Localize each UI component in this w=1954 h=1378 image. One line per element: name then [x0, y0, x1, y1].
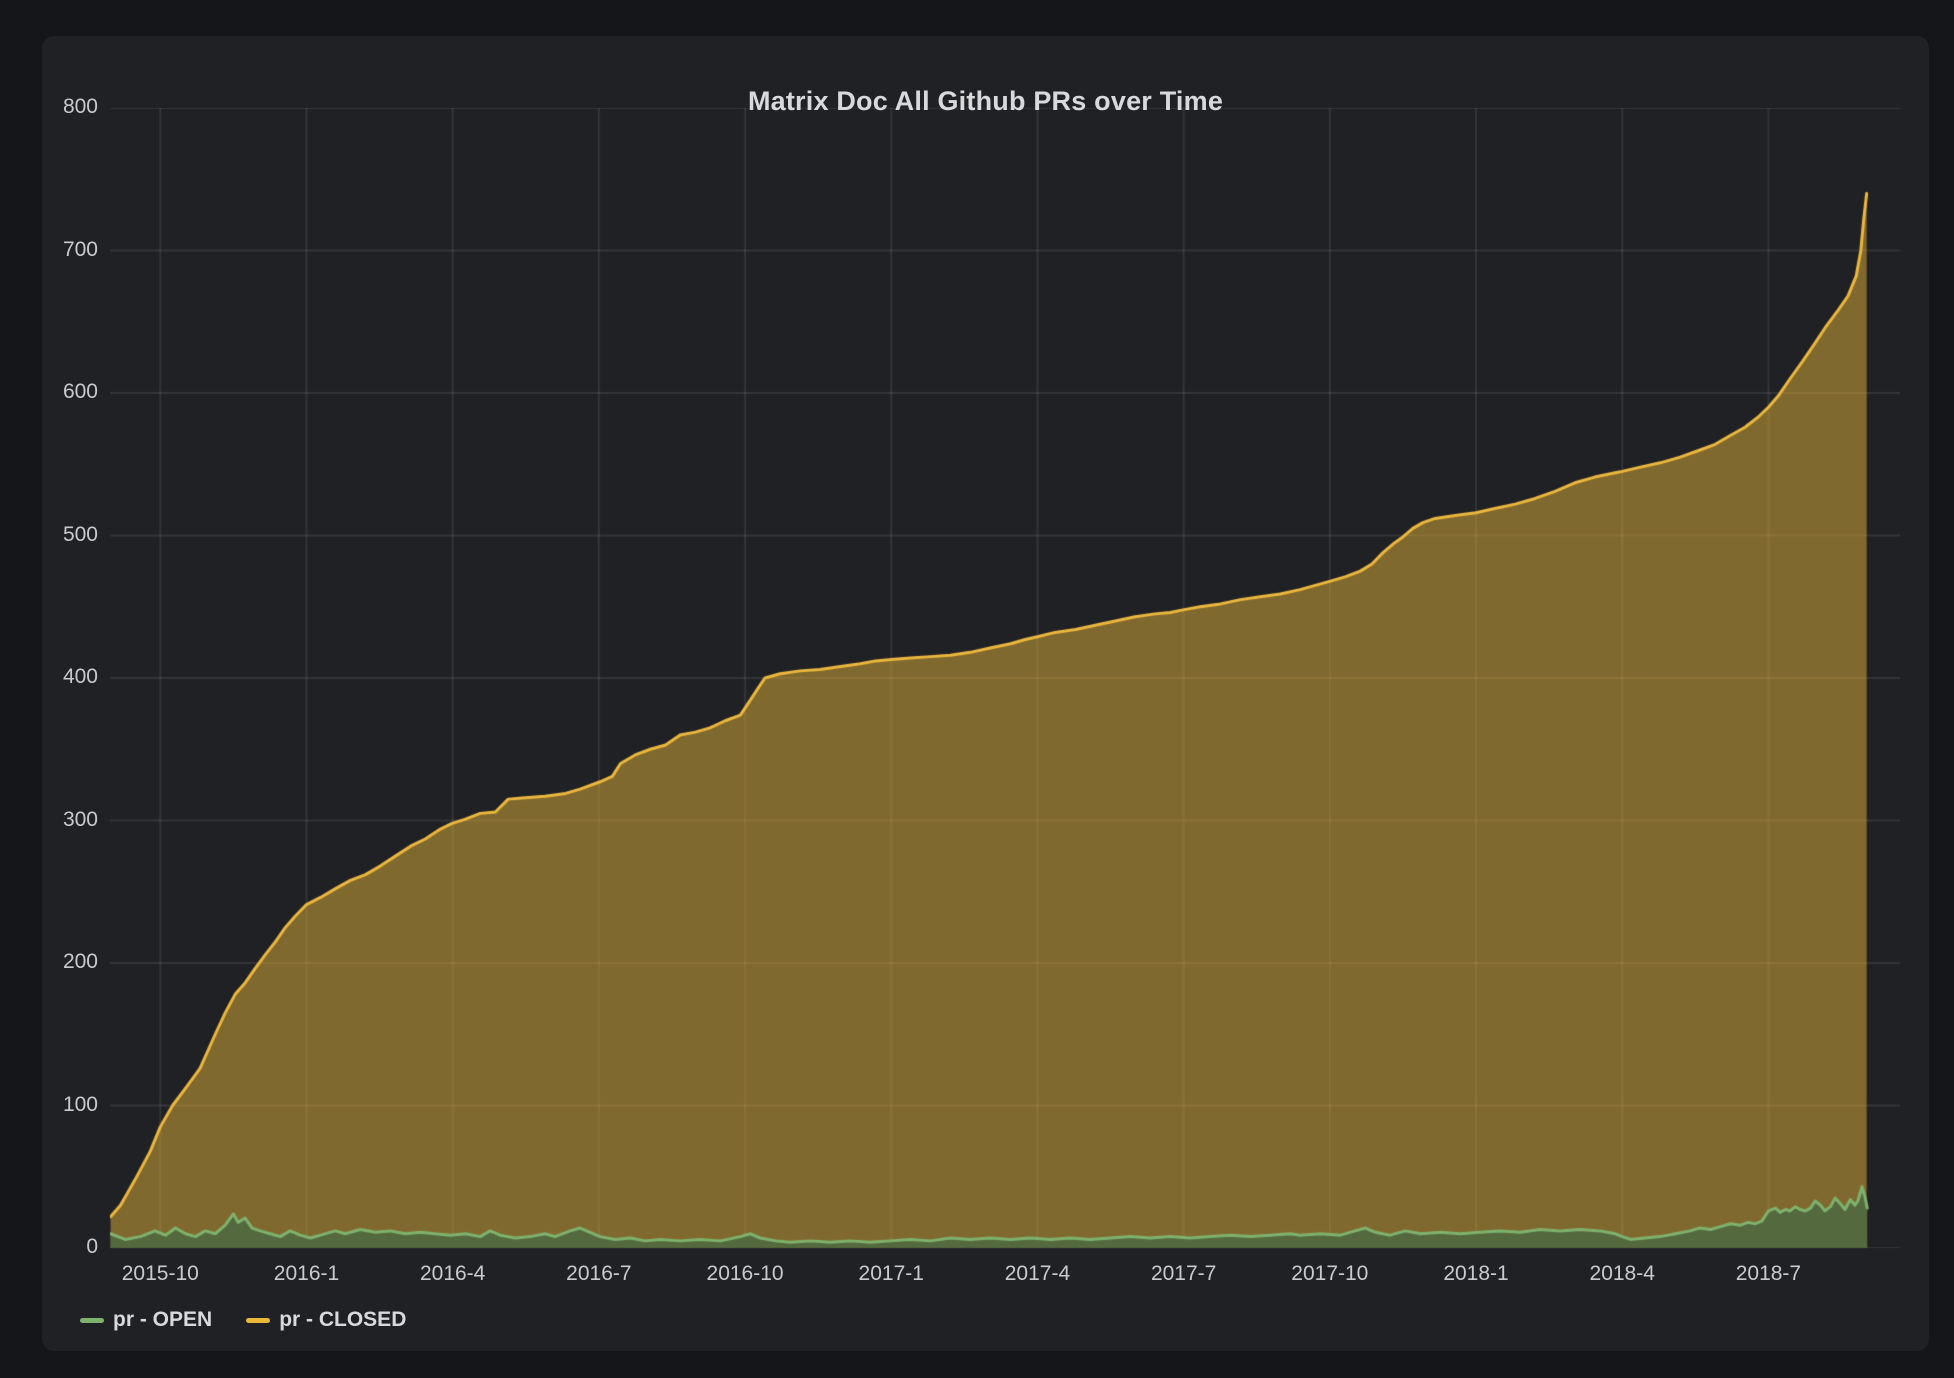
x-axis-tick-label: 2018-4 — [1589, 1262, 1655, 1285]
x-axis-tick-label: 2016-10 — [706, 1262, 784, 1285]
x-axis-tick-label: 2018-1 — [1443, 1262, 1509, 1285]
y-axis-tick-label: 200 — [62, 950, 98, 973]
legend-series-label: pr - OPEN — [113, 1308, 213, 1331]
y-axis-tick-label: 0 — [86, 1235, 98, 1258]
y-axis-tick-label: 800 — [62, 95, 98, 118]
y-axis-tick-label: 700 — [62, 237, 98, 261]
x-axis-tick-label: 2018-7 — [1735, 1262, 1802, 1285]
x-axis-tick-label: 2016-1 — [273, 1262, 340, 1285]
x-axis-tick-label: 2015-10 — [121, 1262, 199, 1285]
x-axis-tick-label: 2017-10 — [1291, 1262, 1369, 1285]
y-axis-tick-label: 600 — [62, 380, 98, 403]
y-axis-tick-label: 400 — [62, 665, 98, 688]
legend-item-pr-open[interactable]: pr - OPEN — [80, 1308, 212, 1332]
x-axis-tick-label: 2017-7 — [1150, 1262, 1217, 1285]
x-axis-tick-label: 2016-4 — [419, 1262, 486, 1285]
y-axis-tick-label: 100 — [62, 1092, 98, 1116]
legend-series-color-dash — [80, 1317, 104, 1323]
x-axis-tick-label: 2017-4 — [1004, 1262, 1071, 1285]
legend-item-pr-closed[interactable]: pr - CLOSED — [246, 1308, 406, 1332]
x-axis-tick-label: 2016-7 — [566, 1262, 632, 1285]
legend: pr - OPEN pr - CLOSED — [80, 1308, 406, 1332]
y-axis-tick-label: 500 — [62, 522, 98, 546]
legend-series-label: pr - CLOSED — [279, 1308, 407, 1331]
y-axis-tick-label: 300 — [62, 807, 98, 831]
x-axis-tick-label: 2017-1 — [858, 1262, 924, 1285]
legend-series-color-dash — [246, 1317, 271, 1323]
